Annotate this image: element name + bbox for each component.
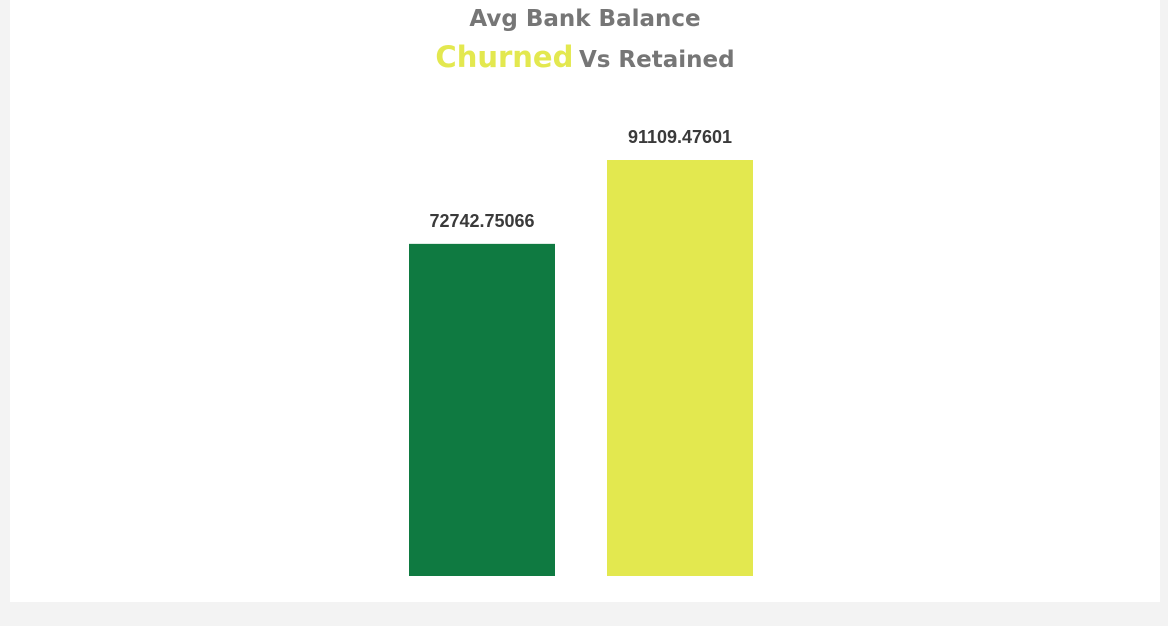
bar-2-value-label: 91109.47601 [628, 127, 732, 147]
chart-subtitle: Churned Vs Retained [10, 40, 1160, 74]
bar-1-value-label: 72742.75066 [429, 211, 534, 231]
subtitle-rest: Vs Retained [578, 47, 735, 73]
chart-panel: Avg Bank Balance Churned Vs Retained 727… [10, 0, 1160, 602]
bar-1 [409, 243, 555, 577]
subtitle-highlight-churned: Churned [435, 40, 574, 74]
chart-title: Avg Bank Balance [469, 6, 701, 32]
bar-2 [607, 160, 753, 576]
bar-chart: 72742.75066 91109.47601 [409, 127, 753, 577]
